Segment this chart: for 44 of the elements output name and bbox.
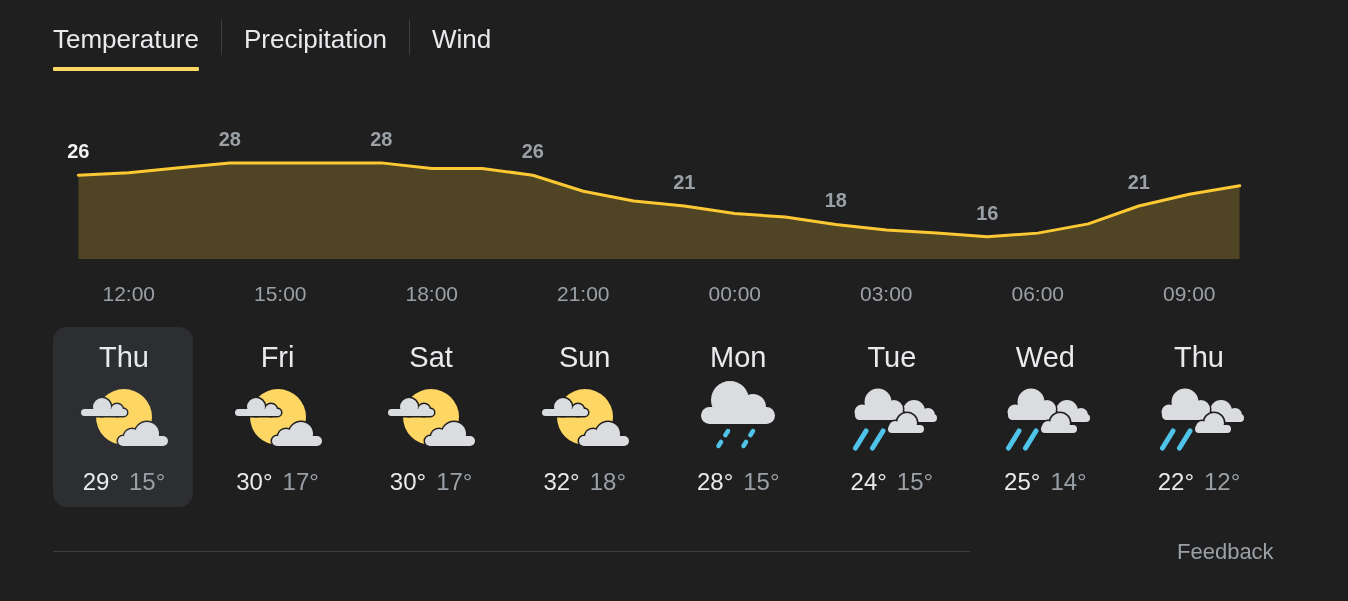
x-tick-label: 18:00 bbox=[405, 282, 459, 306]
x-tick-label: 12:00 bbox=[102, 282, 156, 306]
text: 15° bbox=[129, 468, 166, 495]
x-tick-label: 09:00 bbox=[1162, 282, 1216, 306]
category-label: Fri bbox=[259, 341, 296, 373]
text: 15° bbox=[896, 468, 934, 495]
text: 29° bbox=[82, 468, 119, 495]
data-label: 28 bbox=[218, 127, 241, 150]
text: 12° bbox=[1203, 468, 1241, 495]
text: 30° bbox=[389, 468, 427, 495]
text: Precipitation bbox=[244, 23, 388, 56]
text: 28° bbox=[696, 468, 734, 495]
data-label: 21 bbox=[1127, 171, 1150, 194]
data-label: 16 bbox=[976, 201, 999, 224]
text: Wind bbox=[432, 23, 492, 56]
category-label: Thu bbox=[1173, 341, 1225, 373]
text: Feedback bbox=[1177, 539, 1274, 565]
x-tick-label: 00:00 bbox=[708, 282, 762, 306]
category-label: Tue bbox=[866, 341, 918, 373]
text: 25° bbox=[1004, 468, 1041, 495]
category-label: Sat bbox=[408, 341, 454, 373]
category-label: Mon bbox=[709, 341, 768, 373]
text: 30° bbox=[236, 468, 273, 495]
category-label: Thu bbox=[98, 341, 150, 373]
x-tick-label: 06:00 bbox=[1011, 282, 1065, 306]
text: 22° bbox=[1157, 468, 1194, 495]
data-label: 26 bbox=[521, 140, 544, 163]
x-tick-label: 03:00 bbox=[859, 282, 913, 306]
data-label: 18 bbox=[824, 189, 847, 212]
text: 32° bbox=[543, 468, 580, 495]
text: 18° bbox=[589, 468, 626, 495]
data-label: 26 bbox=[67, 140, 90, 163]
text: 14° bbox=[1050, 468, 1087, 495]
category-label: Sun bbox=[557, 341, 612, 373]
x-tick-label: 15:00 bbox=[253, 282, 307, 306]
data-label: 21 bbox=[673, 171, 696, 194]
chart-title: Temperature bbox=[53, 23, 199, 56]
x-tick-label: 21:00 bbox=[556, 282, 610, 306]
text: 17° bbox=[436, 468, 473, 495]
text: 17° bbox=[282, 468, 319, 495]
text: 15° bbox=[743, 468, 780, 495]
text: 24° bbox=[850, 468, 887, 495]
category-label: Wed bbox=[1014, 341, 1076, 373]
data-label: 28 bbox=[370, 127, 393, 150]
